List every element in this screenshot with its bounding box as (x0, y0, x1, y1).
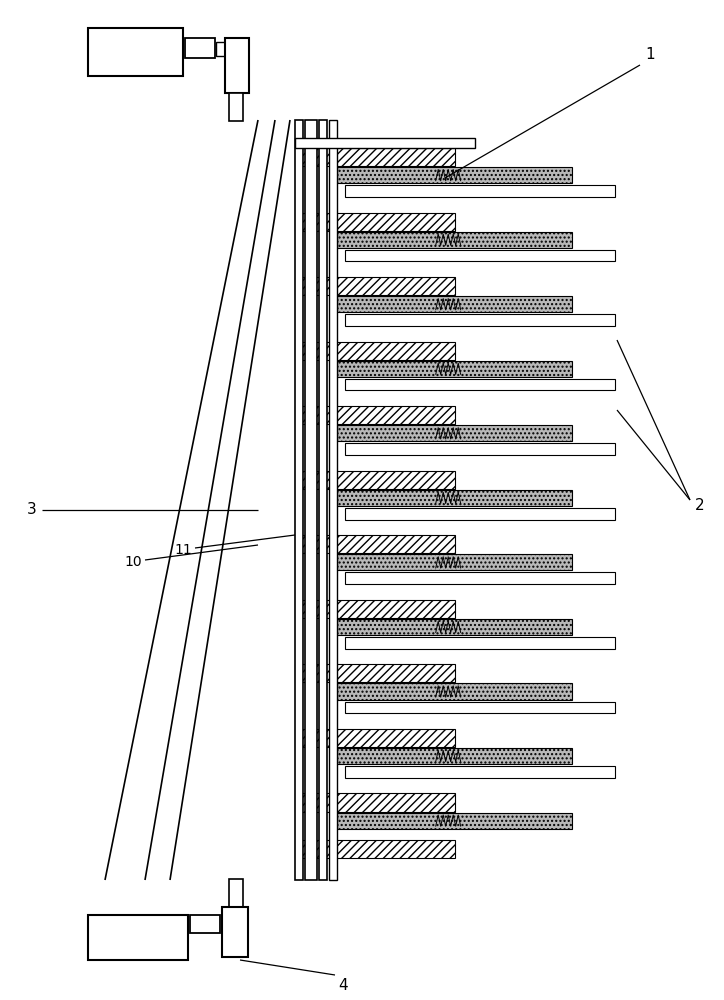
Bar (345, 250, 615, 261)
Text: 4: 4 (338, 978, 348, 993)
Bar (88, 28, 183, 76)
Bar (295, 729, 455, 747)
Bar (295, 120, 303, 880)
Bar (190, 915, 220, 933)
Bar (222, 907, 248, 957)
Bar (345, 314, 615, 326)
Bar (337, 748, 572, 764)
Bar (295, 471, 455, 489)
Bar (337, 361, 572, 377)
Bar (319, 120, 327, 880)
Bar (295, 148, 455, 166)
Text: 1: 1 (645, 47, 654, 62)
Bar (337, 232, 572, 248)
Bar (345, 443, 615, 455)
Bar (337, 619, 572, 635)
Bar (185, 38, 215, 58)
Bar (229, 879, 243, 907)
Bar (295, 138, 475, 148)
Bar (225, 38, 249, 93)
Bar (229, 93, 243, 121)
Bar (337, 167, 572, 183)
Bar (295, 840, 455, 858)
Bar (345, 766, 615, 778)
Bar (329, 120, 337, 880)
Bar (345, 702, 615, 713)
Bar (345, 185, 615, 197)
Bar (337, 296, 572, 312)
Bar (295, 600, 455, 618)
Bar (88, 915, 188, 960)
Text: 10: 10 (125, 555, 142, 569)
Bar (295, 277, 455, 295)
Text: 2: 2 (695, 497, 704, 512)
Bar (295, 535, 455, 553)
Bar (216, 42, 230, 56)
Bar (345, 637, 615, 649)
Bar (295, 793, 455, 812)
Bar (337, 554, 572, 570)
Text: 11: 11 (174, 543, 192, 557)
Bar (305, 120, 317, 880)
Text: 3: 3 (28, 502, 37, 518)
Bar (295, 213, 455, 231)
Bar (295, 342, 455, 360)
Bar (345, 379, 615, 390)
Bar (337, 425, 572, 441)
Bar (337, 490, 572, 506)
Bar (337, 683, 572, 700)
Bar (337, 813, 572, 829)
Bar (345, 572, 615, 584)
Bar (345, 508, 615, 520)
Bar (295, 664, 455, 682)
Bar (295, 406, 455, 424)
